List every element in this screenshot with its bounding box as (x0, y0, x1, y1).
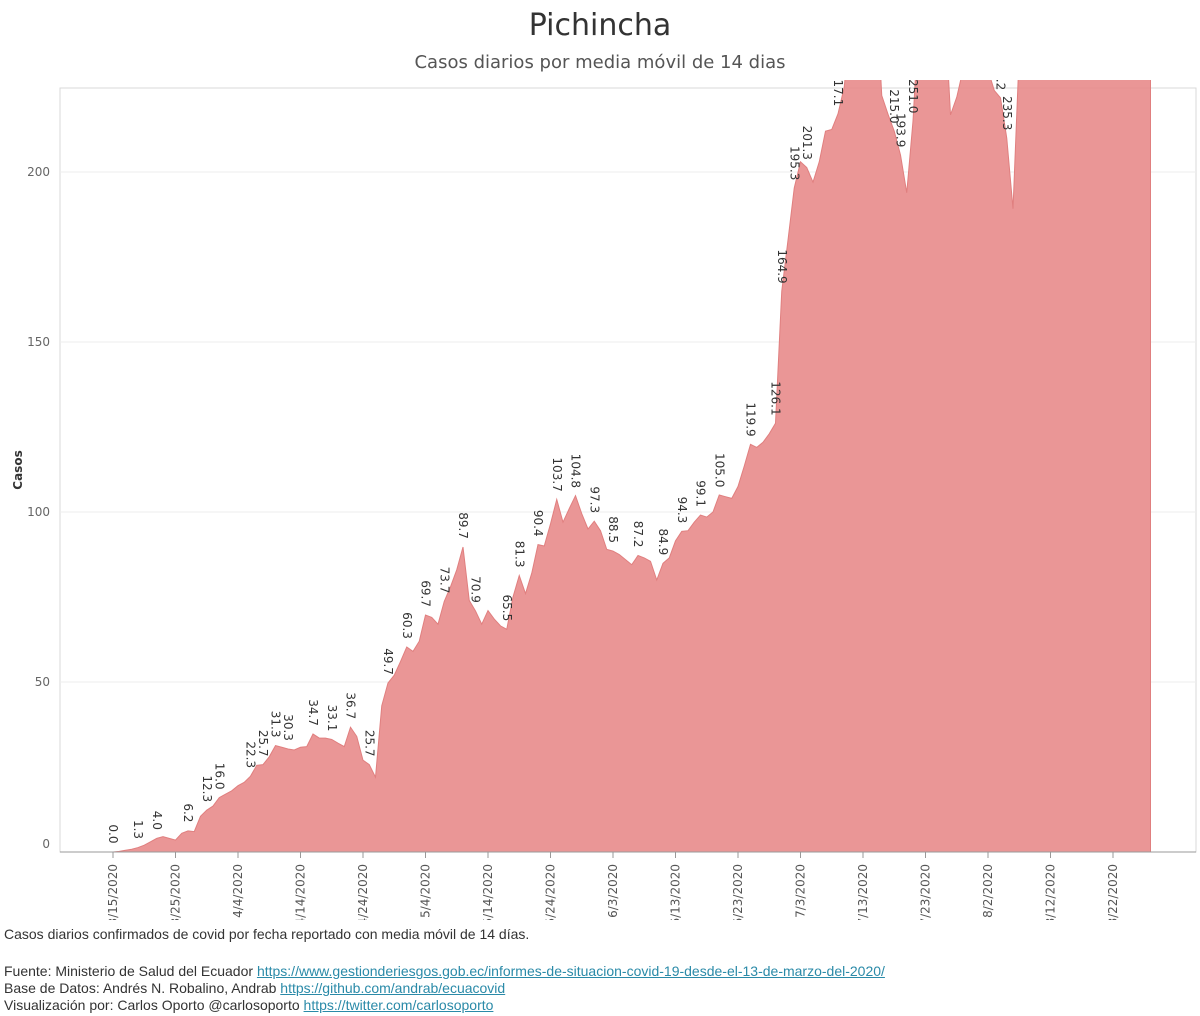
data-label: 103.7 (550, 457, 564, 491)
y-tick-label: 50 (35, 675, 50, 689)
y-axis-title: Casos (11, 450, 25, 489)
x-tick-label: 4/24/2020 (356, 864, 370, 920)
x-tick-label: 6/3/2020 (606, 864, 620, 918)
series-area-path (112, 80, 1151, 853)
data-label: 215.0 (887, 89, 901, 123)
data-label: 33.1 (325, 705, 339, 732)
data-label: 99.1 (694, 480, 708, 507)
data-labels: 0.0 1.3 4.0 6.212.316.022.325.731.330.334.7… (106, 80, 1014, 843)
series-area (112, 80, 1151, 853)
data-label: 189.2 (994, 80, 1008, 90)
data-label: 251.0 (906, 80, 920, 113)
footer-source: Fuente: Ministerio de Salud del Ecuador … (4, 963, 885, 979)
chart-subtitle: Casos diarios por media móvil de 14 dias (414, 52, 786, 73)
data-label: 22.3 (244, 741, 258, 768)
data-label: 31.3 (269, 711, 283, 738)
data-label: 65.5 (500, 595, 514, 622)
footer-data: Base de Datos: Andrés N. Robalino, Andra… (4, 980, 505, 996)
data-label: 16.0 (212, 763, 226, 790)
x-tick-label: 7/13/2020 (856, 864, 870, 920)
footer-description: Casos diarios confirmados de covid por f… (4, 926, 530, 942)
source-prefix: Fuente: Ministerio de Salud del Ecuador (4, 963, 257, 979)
viz-link[interactable]: https://twitter.com/carlosoporto (303, 997, 494, 1013)
data-label: 105.0 (712, 453, 726, 487)
data-label: 126.1 (769, 381, 783, 415)
viz-prefix: Visualización por: Carlos Oporto @carlos… (4, 997, 304, 1013)
data-label: 60.3 (400, 612, 414, 639)
footer-viz: Visualización por: Carlos Oporto @carlos… (4, 997, 493, 1013)
y-tick-label: 200 (27, 165, 50, 179)
data-label: 195.3 (787, 146, 801, 180)
chart-title: Pichincha (528, 8, 672, 43)
data-label: 36.7 (344, 692, 358, 719)
x-tick-label: 5/4/2020 (419, 864, 433, 918)
data-label: 201.3 (800, 126, 814, 160)
data-label: 97.3 (587, 486, 601, 513)
x-tick-label: 8/22/2020 (1106, 864, 1120, 920)
x-tick-label: 6/13/2020 (669, 864, 683, 920)
data-label: 81.3 (512, 541, 526, 568)
x-tick-label: 7/23/2020 (919, 864, 933, 920)
data-prefix: Base de Datos: Andrés N. Robalino, Andra… (4, 980, 281, 996)
x-tick-label: 4/4/2020 (231, 864, 245, 918)
data-label: 88.5 (606, 516, 620, 543)
data-label: 6.2 (181, 803, 195, 822)
x-tick-label: 3/15/2020 (106, 864, 120, 920)
data-label: 235.3 (1000, 96, 1014, 130)
data-label: 73.7 (437, 567, 451, 594)
x-tick-label: 8/12/2020 (1044, 864, 1058, 920)
data-label: 89.7 (456, 512, 470, 539)
data-label: 94.3 (675, 497, 689, 524)
x-tick-label: 7/3/2020 (794, 864, 808, 918)
x-tick-label: 5/14/2020 (481, 864, 495, 920)
data-label: 193.9 (894, 113, 908, 147)
data-label: 30.3 (281, 714, 295, 741)
data-label: 70.9 (469, 576, 483, 603)
source-link[interactable]: https://www.gestionderiesgos.gob.ec/info… (256, 963, 885, 979)
area-chart: 050100150200250300350400Casos3/15/20203/… (11, 80, 1197, 920)
x-tick-label: 5/24/2020 (544, 864, 558, 920)
x-tick-label: 8/2/2020 (981, 864, 995, 918)
x-tick-label: 3/25/2020 (169, 864, 183, 920)
data-label: 164.9 (775, 249, 789, 283)
data-label: 217.1 (831, 80, 845, 106)
y-tick-label: 0 (42, 837, 50, 851)
data-label: 49.7 (381, 648, 395, 675)
data-label: 12.3 (200, 775, 214, 802)
data-label: 104.8 (569, 454, 583, 488)
data-label: 1.3 (131, 820, 145, 839)
data-label: 0.0 (106, 824, 120, 843)
axes: 050100150200250300350400Casos3/15/20203/… (11, 165, 1196, 920)
x-tick-label: 4/14/2020 (294, 864, 308, 920)
data-label: 119.9 (744, 402, 758, 436)
data-label: 4.0 (150, 811, 164, 830)
data-label: 69.7 (419, 580, 433, 607)
data-label: 90.4 (531, 510, 545, 537)
data-label: 25.7 (362, 730, 376, 757)
data-label: 25.7 (256, 730, 270, 757)
data-link[interactable]: https://github.com/andrab/ecuacovid (280, 980, 506, 996)
data-label: 84.9 (656, 529, 670, 556)
data-label: 87.2 (631, 521, 645, 548)
data-label: 34.7 (306, 699, 320, 726)
y-tick-label: 100 (27, 505, 50, 519)
y-tick-label: 150 (27, 335, 50, 349)
x-tick-label: 6/23/2020 (731, 864, 745, 920)
